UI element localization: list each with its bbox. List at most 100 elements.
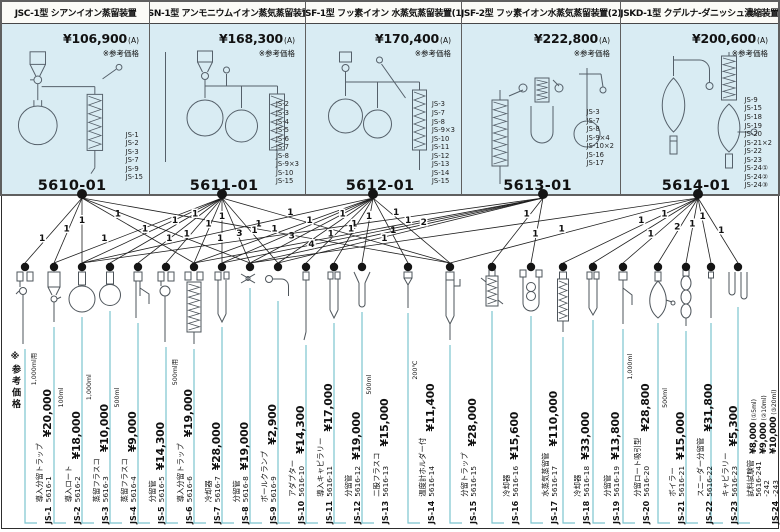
part-label-JS-7: JS-7 冷却器 5616-7 ¥28,000 [196,346,223,524]
part-id: JS-21 [677,500,686,524]
part-id: JS-20 [642,500,651,524]
panel-body: ¥168,300(A) ※参考価格 JS-2 JS-3 JS-4 JS-5 JS-6 JS-7… [150,24,305,194]
part-code: 5616-15 [468,465,478,497]
apparatus-illustration [17,51,123,174]
included-part-ref: JS-7 [125,156,139,165]
part-label-JS-13: JS-13 二股フラスコ 5616-13 ¥15,000 500ml [364,346,391,524]
part-id: JS-24 [771,500,780,524]
included-part-ref: JS-24① [744,164,769,173]
panel-title: JSN-1型 アンモニウムイオン蒸気蒸留装置 [150,2,305,24]
included-part-ref: JS-18 [744,112,762,121]
part-price: ¥17,000 [322,383,335,432]
included-part-ref: JS-10 [431,134,450,143]
part-label-JS-11: JS-11 導入キャピラリー 5616-11 ¥17,000 [308,346,335,524]
part-price: ¥28,000 [210,422,223,471]
part-price: ¥10,000 [98,404,111,453]
part-label-JS-19: JS-19 分留管 5616-19 ¥13,800 [595,346,622,524]
part-price: ¥19,000 [182,389,195,438]
included-part-ref: JS-21×2 [744,138,772,147]
part-price: ¥11,400 [424,383,437,432]
part-price: ¥28,800 [639,383,652,432]
part-id: JS-23 [730,500,739,524]
included-part-ref: JS-24③ [744,181,769,190]
part-size-note: 1,000ml [627,353,634,380]
apparatus-illustration [328,51,427,170]
included-part-ref: JS-2 [125,139,139,148]
part-name-block: 分留管 5616-19 [603,466,621,497]
product-panels: JSC-1型 シアンイオン蒸留装置 ¥106,900(A) ※参考価格 JS-1 JS-… [0,0,780,196]
included-parts-list: JS-9 JS-15 JS-18 JS-19 JS-20 JS-21×2 JS-22 JS-2… [745,96,772,190]
apparatus-illustration [661,52,758,169]
part-id: JS-4 [129,506,138,524]
product-panel-5610-01: JSC-1型 シアンイオン蒸留装置 ¥106,900(A) ※参考価格 JS-1 JS-… [2,2,150,194]
included-part-ref: JS-11 [431,143,450,152]
price-value: ¥170,400 [374,31,440,46]
part-name-block: 試料試験管 5616-241 -242 -243 [746,460,780,497]
part-price: ¥19,000 [238,422,251,471]
part-name-block: 分留管 5616-8 [232,476,250,502]
reference-price-note: ※参考価格 [102,49,139,58]
part-name-block: 冷却器 5616-18 [573,466,591,497]
part-code: 5616-11 [324,465,334,497]
product-panel-5614-01: JSKD-1型 クデルナ-ダニッシュ濃縮装置 ¥200,600(A) ※参考価格 JS… [621,2,778,194]
apparatus-illustration [491,68,607,184]
included-part-ref: JS-9 [125,164,139,173]
part-id: JS-11 [325,500,334,524]
part-id: JS-16 [511,500,520,524]
price-grade: (A) [128,36,139,45]
panel-body: ¥170,400(A) ※参考価格 JS-3 JS-7 JS-8 JS-9×3 JS-10 J… [306,24,461,194]
included-part-ref: JS-9×3 [275,160,299,169]
part-label-JS-20: JS-20 分留ロート吸引型 5616-20 ¥28,800 1,000ml [625,346,652,524]
included-part-ref: JS-6 [275,134,289,143]
included-part-ref: JS-16 [586,150,604,159]
part-label-JS-9: JS-9 ボールクランプ 5616-9 ¥2,900 [252,346,279,524]
part-label-JS-8: JS-8 分留管 5616-8 ¥19,000 [224,346,251,524]
part-size-note: (①5ml) [751,399,759,421]
set-catalog-number: 5611-01 [189,178,259,194]
price-value: ¥200,600 [691,31,757,46]
included-part-ref: JS-14 [431,168,450,177]
part-label-JS-3: JS-3 蒸留フラスコ 5616-3 ¥10,000 1,000ml [84,346,111,524]
part-label-JS-10: JS-10 アダプター 5616-10 ¥14,300 [280,346,307,524]
part-size-note: (③20ml) [771,389,779,415]
part-id: JS-2 [73,506,82,524]
apparatus-illustration [165,50,285,170]
part-id: JS-12 [353,500,362,524]
part-code: 5616-14 [426,465,436,497]
part-label-JS-22: JS-22 スニーダー分留管 5616-22 ¥31,800 [688,346,715,524]
part-name-block: キャピラリー 5616-23 [721,452,739,496]
included-part-ref: JS-19 [744,121,762,130]
panel-title: JSF-1型 フッ素イオン 水蒸気蒸留装置(1) [306,2,461,24]
panel-price: ¥200,600(A) ※参考価格 [692,28,768,59]
included-part-ref: JS-8 [275,151,289,160]
part-name-block: 二股フラスコ 5616-13 [372,453,390,497]
included-part-ref: JS-4 [275,117,289,126]
part-code: 5616-7 [212,476,222,503]
part-name-block: 分留ロート吸引型 5616-20 [633,438,651,497]
part-code: -243 [770,480,780,497]
part-code: 5616-17 [549,465,559,497]
part-name-block: ボールクランプ 5616-9 [260,451,278,503]
part-price: ¥13,800 [609,411,622,460]
included-part-ref: JS-10×2 [586,142,614,151]
part-price: ¥2,900 [266,404,279,445]
part-name-block: アダプター 5616-10 [288,460,306,497]
included-parts-list: JS-2 JS-3 JS-4 JS-5 JS-6 JS-7 JS-8 JS-9×3 JS-10 J… [276,100,299,186]
price-grade: (A) [284,36,295,45]
part-price: ¥14,300 [154,422,167,471]
price-value: ¥222,800 [533,31,599,46]
part-id: JS-3 [101,506,110,524]
price-value: ¥106,900 [62,31,128,46]
panel-title: JSC-1型 シアンイオン蒸留装置 [2,2,149,24]
part-id: JS-13 [381,500,390,524]
included-parts-list: JS-3 JS-7 JS-8 JS-9×3 JS-10 JS-11 JS-12 JS-13 JS… [432,100,455,186]
part-size-note: 200℃ [412,360,419,380]
part-label-JS-24: JS-24 試料試験管 5616-241 -242 -243 ¥8,000 (①5ml) ¥9… [740,346,780,524]
included-part-ref: JS-22 [744,147,762,156]
included-part-ref: JS-9×4 [586,133,610,142]
included-part-ref: JS-13 [431,160,450,169]
included-part-ref: JS-9 [744,95,758,104]
panel-title: JSF-2型 フッ素イオン水蒸気蒸留装置(2) [462,2,620,24]
included-part-ref: JS-20 [744,130,762,139]
